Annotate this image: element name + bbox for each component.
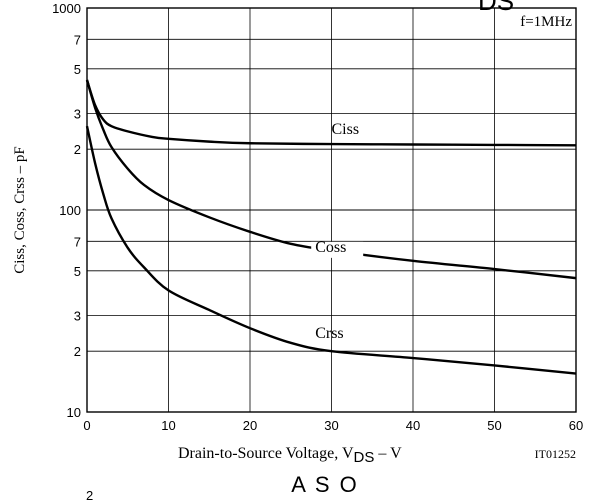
y-tick-label: 5 [74,62,81,77]
x-tick-label: 60 [569,418,583,433]
y-tick-label: 1000 [52,1,81,16]
top-heading-fragment: DS [478,0,514,16]
bottom-fragment: 2 [86,488,93,500]
series-label-ciss: Ciss [332,121,360,138]
x-tick-label: 30 [324,418,338,433]
plot-frame [86,7,577,413]
x-tick-label: 0 [83,418,90,433]
series-label-coss: Coss [315,239,346,256]
series-line-ciss [85,79,577,147]
x-tick-label: 10 [161,418,175,433]
y-tick-label: 3 [74,309,81,324]
x-tick-label: 40 [406,418,420,433]
series-line-coss [85,79,577,280]
y-tick-label: 5 [74,264,81,279]
x-tick-label: 50 [487,418,501,433]
y-tick-label: 100 [59,203,81,218]
x-tick-label: 20 [243,418,257,433]
y-tick-label: 2 [74,142,81,157]
series-lines [85,79,577,375]
y-tick-label: 7 [74,32,81,47]
y-tick-label: 3 [74,107,81,122]
labels: DS Ciss Coss Crss f=1MHz Ciss, Coss, Crss – p… [12,0,576,500]
series-line-crss [85,125,577,375]
condition-label: f=1MHz [520,14,572,30]
x-axis-label: Drain-to-Source Voltage, VDS – V [178,445,402,466]
y-axis-label: Ciss, Coss, Crss – pF [12,146,28,274]
grid [86,7,577,413]
y-tick-label: 7 [74,234,81,249]
next-chart-title: A S O [291,472,358,497]
figure-code: IT01252 [535,447,576,461]
series-label-crss: Crss [315,325,343,342]
y-tick-label: 2 [74,344,81,359]
y-tick-label: 10 [67,405,81,420]
